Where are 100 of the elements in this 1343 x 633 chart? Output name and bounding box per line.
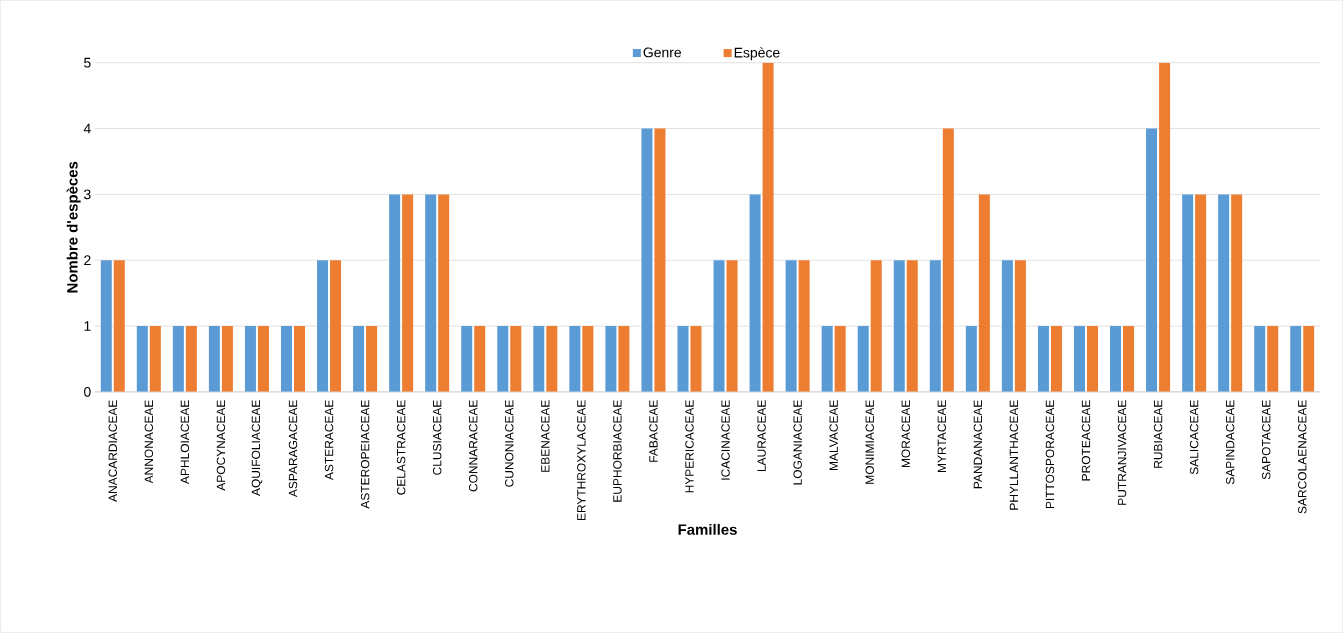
bar: [713, 260, 725, 393]
x-tick-label: ICACINACEAE: [721, 400, 730, 480]
bar: [294, 326, 306, 393]
bar: [172, 326, 184, 393]
bar: [677, 326, 689, 393]
y-tick-label: 5: [84, 58, 91, 68]
bar: [605, 326, 617, 393]
bar: [136, 326, 148, 393]
bar: [870, 260, 882, 393]
bar: [1267, 326, 1279, 393]
bar: [1159, 62, 1171, 393]
bar: [785, 260, 797, 393]
bar: [857, 326, 869, 393]
bar: [353, 326, 365, 393]
bar: [618, 326, 630, 393]
legend-label: Genre: [643, 47, 682, 58]
bar: [906, 260, 918, 393]
x-tick-label: PUTRANJIVACEAE: [1117, 400, 1127, 505]
x-tick-label: MYRTACEAE: [937, 400, 947, 473]
bar: [1110, 326, 1122, 393]
bar: [1123, 326, 1135, 393]
bar: [100, 260, 112, 393]
x-tick-label: AQUIFOLIACEAE: [251, 400, 263, 497]
x-tick-label: SALICACEAE: [1189, 400, 1199, 475]
x-tick-label: CUNONIACEAE: [505, 400, 514, 487]
bar: [185, 326, 197, 393]
y-tick-label: 4: [83, 123, 91, 134]
bar: [762, 62, 774, 393]
bar: [389, 194, 401, 393]
bar: [402, 194, 414, 393]
x-tick-label: PROTEACEAE: [1081, 400, 1091, 481]
x-tick-label: ASTEROPEIACEAE: [360, 400, 370, 509]
bar: [497, 326, 509, 393]
x-tick-label: PHYLLANTHACEAE: [1009, 400, 1019, 510]
bar: [1218, 194, 1230, 393]
x-tick-label: ASTERACEAE: [324, 400, 334, 481]
y-tick-label: 0: [84, 387, 91, 397]
x-tick-label: CONNARACEAE: [468, 400, 478, 492]
x-tick-label: MONIMIACEAE: [865, 400, 874, 484]
x-tick-label: HYPERICACEAE: [685, 400, 694, 493]
bar: [257, 326, 269, 393]
bar: [690, 326, 702, 393]
x-tick-label: ERYTHROXYLACEAE: [577, 400, 586, 521]
x-tick-label: MALVACEAE: [829, 400, 838, 471]
bar: [438, 194, 450, 393]
bar: [533, 326, 545, 393]
bar: [317, 260, 329, 393]
bar: [1001, 260, 1013, 393]
bar: [582, 326, 594, 393]
bar: [1050, 326, 1062, 393]
bar: [1303, 326, 1315, 393]
bar: [510, 326, 522, 393]
bar: [546, 326, 558, 393]
bar: [893, 260, 905, 393]
bar: [654, 128, 666, 393]
bar: [1014, 260, 1026, 393]
y-tick-label: 3: [84, 189, 91, 200]
bar: [244, 326, 256, 393]
bar: [1195, 194, 1207, 393]
x-tick-label: APHLOIACEAE: [180, 400, 190, 485]
x-tick-label: ANACARDIACEAE: [108, 400, 117, 503]
bar: [965, 326, 977, 393]
x-tick-label: RUBIACEAE: [1153, 400, 1163, 468]
x-tick-label: CLUSIACEAE: [432, 400, 442, 475]
x-axis-title: Familles: [678, 524, 737, 536]
bar: [929, 260, 941, 393]
bar: [942, 128, 954, 393]
x-tick-label: APOCYNACEAE: [216, 400, 226, 491]
x-tick-label: LAURACEAE: [757, 400, 766, 472]
bar: [749, 194, 761, 393]
bar: [726, 260, 738, 393]
bar: [1146, 128, 1158, 393]
x-tick-label: FABACEAE: [649, 400, 658, 462]
bar: [798, 260, 810, 393]
bar: [330, 260, 342, 393]
bar: [474, 326, 486, 393]
bar: [1290, 326, 1302, 393]
bar: [978, 194, 990, 393]
bar: [1037, 326, 1049, 393]
x-tick-label: ANNONACEAE: [144, 400, 154, 484]
x-tick-label: PITTOSPORACEAE: [1045, 400, 1055, 509]
x-tick-label: EBENACEAE: [541, 400, 550, 472]
bar: [834, 326, 846, 393]
x-tick-label: EUPHORBIACEAE: [613, 400, 622, 502]
y-tick-label: 2: [84, 255, 91, 266]
bar: [425, 194, 437, 393]
bar: [113, 260, 125, 393]
bar: [1182, 194, 1194, 393]
y-tick-label: 1: [84, 321, 91, 331]
legend-label: Espèce: [734, 47, 780, 61]
bar: [1086, 326, 1098, 393]
x-tick-label: MORACEAE: [901, 400, 910, 468]
bar: [821, 326, 833, 393]
x-tick-label: ASPARAGACEAE: [288, 400, 298, 498]
bar: [366, 326, 378, 393]
bar: [149, 326, 161, 393]
x-tick-label: SAPINDACEAE: [1225, 400, 1235, 485]
bar: [208, 326, 220, 393]
bar: [641, 128, 653, 393]
x-tick-label: SAPOTACEAE: [1261, 400, 1271, 480]
